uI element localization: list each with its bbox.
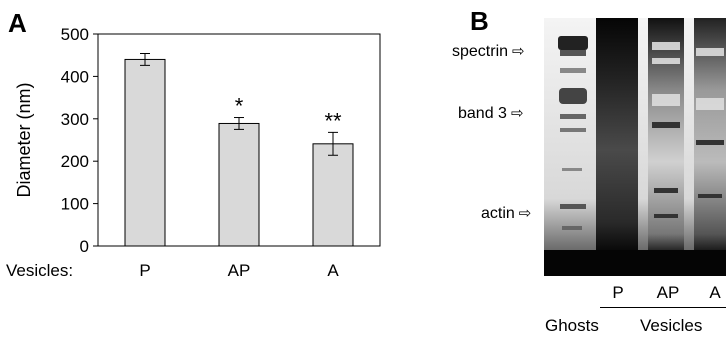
lane-label-a: A (709, 283, 721, 302)
y-tick-label: 0 (80, 237, 89, 256)
arrow-right-icon: ⇨ (510, 105, 524, 122)
band-label-spectrin: spectrin ⇨ (452, 43, 525, 60)
arrow-right-icon: ⇨ (518, 205, 532, 222)
arrow-right-icon: ⇨ (512, 43, 525, 60)
x-tick-label: P (139, 261, 150, 280)
panel-a-label: A (8, 8, 27, 38)
lane-label-p: P (612, 283, 624, 302)
lane-ap (648, 18, 684, 258)
x-axis-label: Vesicles: (6, 261, 73, 280)
ghost-lane (558, 36, 588, 230)
band-label-actin: actin ⇨ (481, 205, 532, 222)
bar-a (312, 143, 354, 247)
y-tick-label: 400 (61, 67, 89, 86)
x-tick-label: AP (228, 261, 251, 280)
band-label-band3: band 3 ⇨ (458, 105, 524, 122)
lane-label-ap: AP (656, 283, 680, 302)
y-tick-label: 300 (61, 110, 89, 129)
y-tick-label: 500 (61, 25, 89, 44)
significance-marker: * (235, 94, 244, 119)
y-tick-label: 200 (61, 152, 89, 171)
gel-image (544, 18, 726, 276)
vesicles-rule (600, 307, 726, 308)
bar-ap (218, 122, 260, 247)
bar-chart: 0 100 200 300 400 500 Diameter (nm) P * AP ** A Vesi… (6, 25, 381, 280)
x-tick-label: A (327, 261, 339, 280)
panel-b-label: B (470, 6, 489, 36)
y-tick-label: 100 (61, 195, 89, 214)
group-label-vesicles: Vesicles (640, 316, 703, 335)
lane-a (694, 18, 726, 258)
bar-p (124, 58, 166, 247)
significance-marker: ** (324, 108, 342, 133)
y-axis-label: Diameter (nm) (14, 82, 34, 197)
lane-p (596, 18, 638, 258)
group-label-ghosts: Ghosts (545, 316, 599, 335)
